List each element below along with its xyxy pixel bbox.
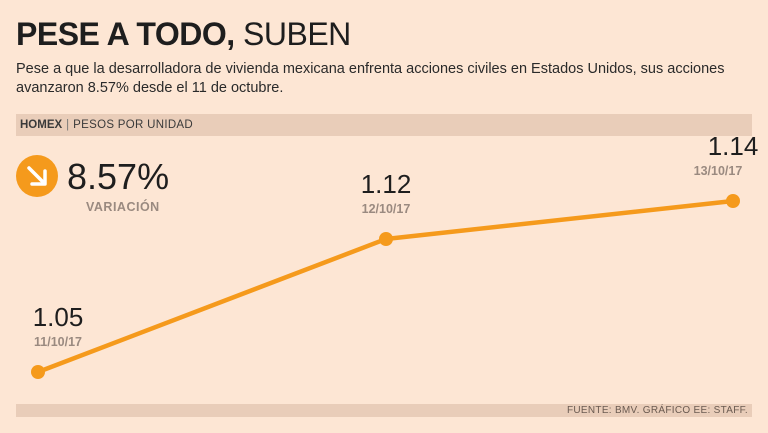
date-label: 12/10/17 — [362, 202, 411, 216]
data-value-label: 1.12 — [361, 169, 412, 199]
unit-bar: HOMEX | PESOS POR UNIDAD — [16, 114, 752, 136]
data-value-label: 1.05 — [33, 302, 84, 332]
arrow-down-right-icon — [16, 155, 58, 197]
date-label: 13/10/17 — [694, 164, 743, 178]
data-point — [379, 232, 393, 246]
data-value-label: 1.14 — [708, 131, 759, 161]
variation-value: 8.57% — [67, 156, 170, 197]
data-point — [31, 365, 45, 379]
ticker-label: HOMEX — [20, 119, 63, 131]
source-note: FUENTE: BMV. GRÁFICO EE: STAFF. — [567, 405, 748, 416]
chart-subtitle: Pese a que la desarrolladora de vivienda… — [16, 61, 725, 96]
variation-label: VARIACIÓN — [86, 200, 160, 214]
data-point — [726, 194, 740, 208]
date-label: 11/10/17 — [34, 335, 82, 349]
arrow-down-right-icon-glyph — [27, 166, 47, 186]
unit-label: PESOS POR UNIDAD — [73, 119, 193, 131]
title-light: SUBEN — [243, 16, 351, 52]
label-separator: | — [66, 119, 70, 131]
title-bold: PESE A TODO, — [16, 16, 235, 52]
series-line — [35, 198, 736, 375]
chart-title: PESE A TODO, SUBEN — [16, 14, 351, 54]
source-bar: FUENTE: BMV. GRÁFICO EE: STAFF. — [16, 404, 752, 417]
